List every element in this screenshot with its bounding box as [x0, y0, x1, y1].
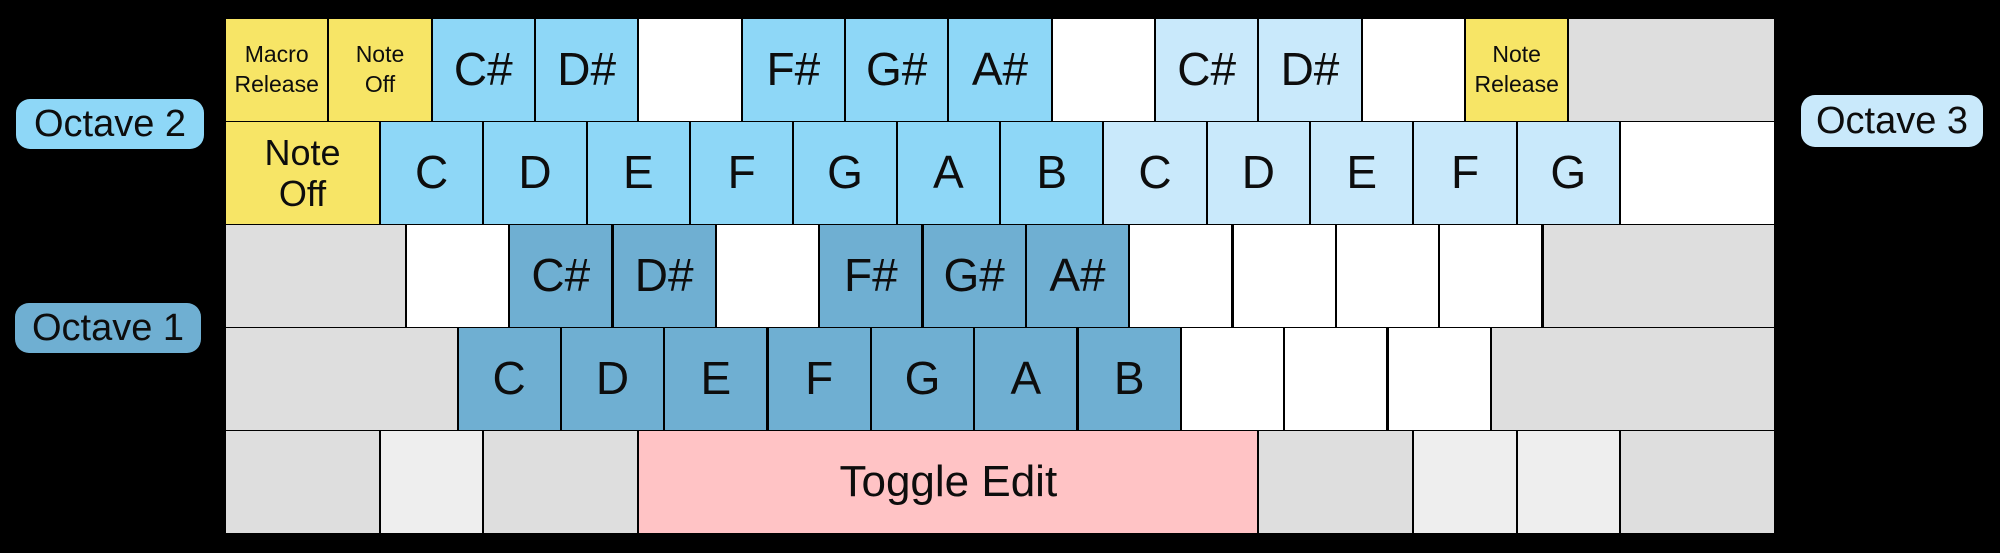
key-c-sharp-octave3[interactable]: C#: [1155, 18, 1259, 122]
key-note-release[interactable]: Note Release: [1465, 18, 1569, 122]
key-unused: [1439, 224, 1543, 328]
key-unused: [1413, 430, 1517, 534]
key-unused: [1568, 18, 1775, 122]
key-b-octave2[interactable]: B: [1000, 121, 1104, 225]
key-unused: [1542, 224, 1775, 328]
key-unused: [1335, 224, 1440, 328]
key-unused: [483, 430, 639, 534]
key-unused: [1180, 327, 1285, 431]
key-unused: [1620, 121, 1775, 225]
key-unused: [405, 224, 510, 328]
key-e-octave2[interactable]: E: [586, 121, 690, 225]
key-c-sharp-octave2[interactable]: C#: [431, 18, 535, 122]
key-a-sharp-octave1[interactable]: A#: [1025, 224, 1130, 328]
key-unused: [380, 430, 484, 534]
key-f-sharp-octave2[interactable]: F#: [741, 18, 845, 122]
key-unused: [225, 430, 380, 534]
key-a-octave1[interactable]: A: [974, 327, 1078, 431]
key-unused: [1387, 327, 1491, 431]
key-g-sharp-octave2[interactable]: G#: [845, 18, 949, 122]
key-d-sharp-octave2[interactable]: D#: [535, 18, 639, 122]
key-c-octave3[interactable]: C: [1103, 121, 1207, 225]
key-f-octave2[interactable]: F: [690, 121, 794, 225]
key-a-sharp-octave2[interactable]: A#: [948, 18, 1052, 122]
key-f-octave1[interactable]: F: [767, 327, 871, 431]
octave-2-label: Octave 2: [16, 99, 204, 149]
key-unused: [1129, 224, 1233, 328]
key-unused: [1361, 18, 1465, 122]
key-unused: [1516, 430, 1620, 534]
key-unused: [715, 224, 820, 328]
key-d-sharp-octave1[interactable]: D#: [612, 224, 716, 328]
key-unused: [1620, 430, 1775, 534]
key-b-octave1[interactable]: B: [1077, 327, 1181, 431]
key-toggle-edit[interactable]: Toggle Edit: [638, 430, 1259, 534]
key-c-octave1[interactable]: C: [457, 327, 561, 431]
key-e-octave1[interactable]: E: [664, 327, 768, 431]
key-note-off[interactable]: Note Off: [328, 18, 432, 122]
key-d-octave1[interactable]: D: [560, 327, 665, 431]
key-unused: [638, 18, 742, 122]
key-f-sharp-octave1[interactable]: F#: [819, 224, 923, 328]
key-unused: [1284, 327, 1388, 431]
key-e-octave3[interactable]: E: [1310, 121, 1414, 225]
key-macro-release[interactable]: Macro Release: [225, 18, 329, 122]
key-d-octave2[interactable]: D: [483, 121, 587, 225]
key-unused: [1490, 327, 1775, 431]
octave-3-label: Octave 3: [1801, 95, 1983, 147]
key-note-off[interactable]: Note Off: [225, 121, 380, 225]
key-unused: [225, 224, 406, 328]
octave-1-label: Octave 1: [15, 303, 201, 353]
key-a-octave2[interactable]: A: [896, 121, 1000, 225]
key-unused: [1258, 430, 1414, 534]
key-f-octave3[interactable]: F: [1413, 121, 1517, 225]
key-g-sharp-octave1[interactable]: G#: [922, 224, 1026, 328]
key-g-octave1[interactable]: G: [870, 327, 975, 431]
key-c-sharp-octave1[interactable]: C#: [509, 224, 613, 328]
key-g-octave3[interactable]: G: [1516, 121, 1620, 225]
key-g-octave2[interactable]: G: [793, 121, 897, 225]
key-d-octave3[interactable]: D: [1206, 121, 1310, 225]
key-unused: [1232, 224, 1336, 328]
key-c-octave2[interactable]: C: [380, 121, 484, 225]
key-d-sharp-octave3[interactable]: D#: [1258, 18, 1362, 122]
key-unused: [1051, 18, 1155, 122]
key-unused: [225, 327, 458, 431]
